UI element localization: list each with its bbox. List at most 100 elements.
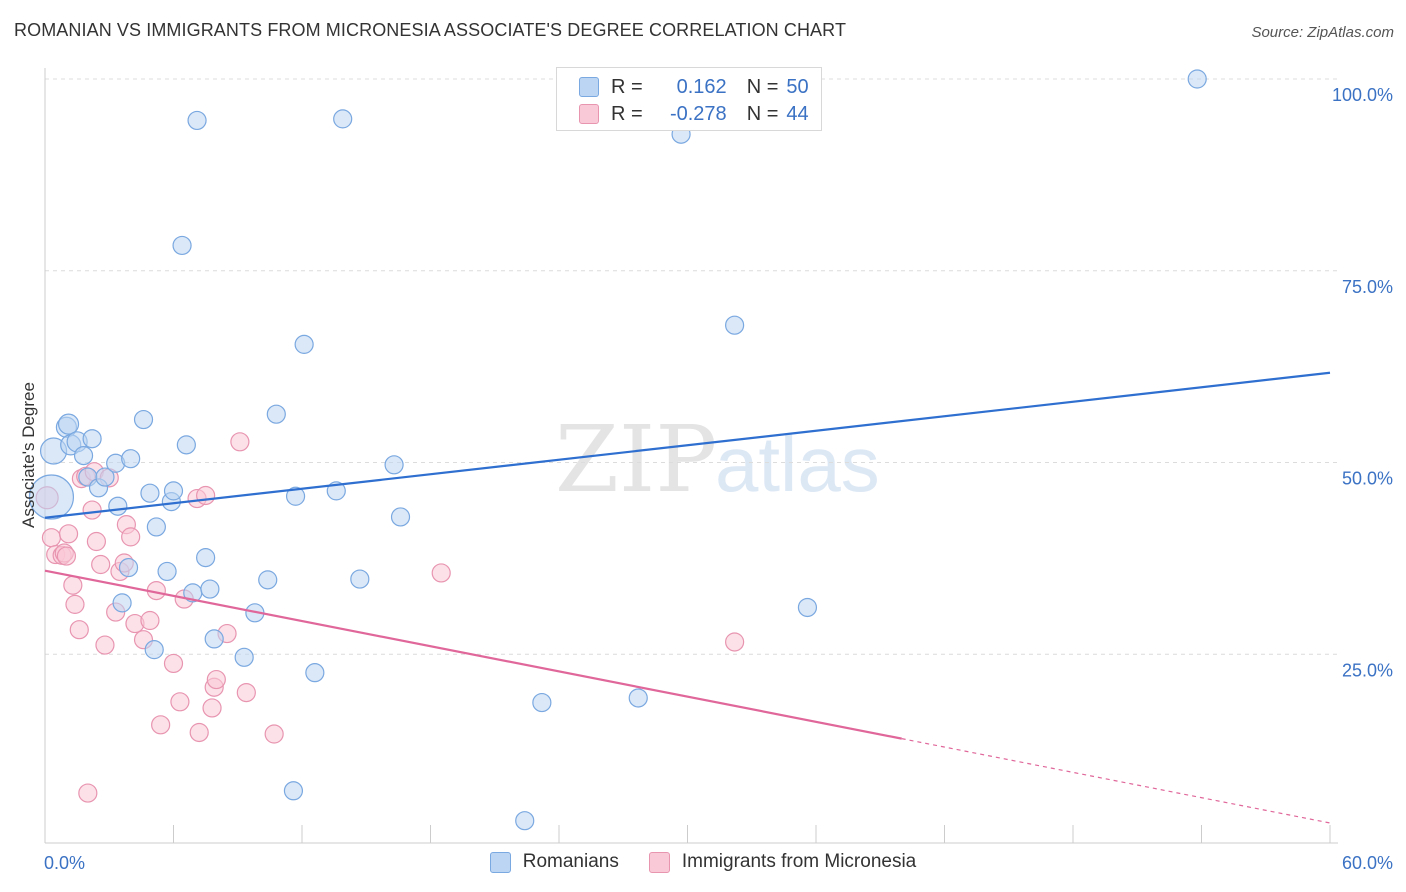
data-point-micronesia [95, 635, 115, 655]
data-point-romanian [384, 455, 404, 475]
data-point-romanian [294, 334, 314, 354]
data-point-romanian [196, 548, 216, 568]
data-point-romanian [172, 235, 192, 256]
data-point-micronesia [69, 620, 89, 640]
legend-swatch-pink [579, 104, 599, 124]
data-point-micronesia [121, 527, 141, 547]
watermark: ZIP atlas [555, 406, 880, 513]
data-point-romanian [266, 404, 286, 424]
data-point-romanian [1187, 69, 1207, 89]
watermark-atlas: atlas [715, 420, 880, 508]
data-point-romanian [112, 593, 132, 613]
data-point-romanian [176, 435, 196, 455]
data-point-romanian [133, 409, 154, 430]
legend-r-label: R = [611, 102, 643, 125]
legend-row-micronesia: R = -0.278 N = 44 [579, 100, 809, 128]
data-point-romanian [628, 688, 648, 708]
data-point-micronesia [63, 575, 83, 595]
data-point-micronesia [151, 715, 171, 735]
series-legend: Romanians Immigrants from Micronesia [0, 851, 1406, 873]
data-point-micronesia [82, 500, 102, 520]
data-point-romanian [118, 557, 139, 578]
data-point-romanian [350, 569, 370, 589]
grid-lines [45, 78, 1338, 655]
data-point-romanian [305, 663, 325, 683]
legend-r-label: R = [611, 75, 643, 98]
data-point-romanian [234, 647, 254, 667]
chart-title: ROMANIAN VS IMMIGRANTS FROM MICRONESIA A… [14, 20, 847, 40]
watermark-zip: ZIP [555, 406, 717, 513]
legend-n-label: N = [746, 102, 779, 125]
data-point-romanian [258, 570, 278, 590]
data-point-romanian [73, 445, 94, 466]
data-point-micronesia [170, 692, 190, 712]
data-point-romanian [28, 474, 75, 520]
series-legend-romanians: Romanians [489, 851, 619, 873]
trend-lines [44, 371, 1331, 824]
correlation-legend: R = 0.162 N = 50 R = -0.278 N = 44 [556, 67, 822, 131]
data-point-romanian [82, 429, 102, 449]
data-point-micronesia [41, 528, 62, 548]
data-point-micronesia [86, 531, 107, 552]
data-point-romanian [390, 507, 411, 527]
data-point-micronesia [65, 594, 85, 614]
series-swatch-blue [489, 851, 511, 873]
legend-swatch-blue [579, 77, 599, 97]
micronesia-points [35, 432, 745, 803]
data-point-micronesia [431, 563, 451, 583]
data-point-micronesia [725, 632, 745, 652]
data-point-micronesia [230, 432, 250, 452]
legend-row-romanians: R = 0.162 N = 50 [579, 73, 809, 101]
data-point-romanian [157, 561, 177, 582]
legend-n-value: 50 [786, 75, 809, 98]
data-point-romanian [140, 483, 160, 503]
x-tick-label-min: 0.0% [44, 853, 85, 873]
data-point-micronesia [189, 722, 209, 743]
y-tick-label: 50.0% [1342, 469, 1393, 489]
legend-n-label: N = [746, 75, 779, 98]
series-legend-label: Romanians [522, 851, 619, 872]
data-point-micronesia [264, 724, 284, 744]
data-point-romanian [532, 692, 552, 713]
data-point-micronesia [78, 783, 98, 803]
data-point-micronesia [236, 682, 256, 703]
data-point-romanian [725, 315, 745, 335]
data-point-romanian [146, 517, 166, 537]
data-point-romanian [57, 413, 80, 435]
data-point-micronesia [56, 546, 77, 566]
data-point-romanian [95, 467, 115, 487]
data-point-romanian [283, 781, 304, 801]
data-point-micronesia [206, 669, 226, 690]
data-point-romanian [333, 109, 353, 129]
data-point-micronesia [91, 554, 111, 575]
data-point-romanian [121, 449, 141, 469]
legend-n-value: 44 [786, 102, 809, 125]
data-point-romanian [144, 640, 164, 660]
trend-line-micronesia-extension [901, 738, 1331, 824]
data-point-micronesia [202, 698, 222, 718]
y-tick-label: 75.0% [1342, 277, 1393, 297]
source-label: Source: ZipAtlas.com [1251, 24, 1394, 41]
data-point-micronesia [163, 653, 184, 674]
series-legend-micronesia: Immigrants from Micronesia [648, 851, 917, 873]
series-swatch-pink [648, 851, 670, 873]
data-point-micronesia [58, 524, 79, 544]
y-tick-label: 100.0% [1332, 85, 1393, 105]
data-point-romanian [108, 496, 128, 516]
data-point-romanian [187, 110, 207, 131]
data-point-romanian [163, 481, 184, 501]
data-point-romanian [797, 597, 818, 618]
series-legend-label: Immigrants from Micronesia [681, 851, 917, 872]
data-point-romanian [515, 811, 535, 831]
legend-r-value: -0.278 [669, 102, 727, 125]
data-point-micronesia [196, 485, 216, 506]
data-point-micronesia [140, 610, 160, 631]
data-point-romanian [204, 629, 224, 649]
y-axis-label: Associate's Degree [19, 382, 38, 528]
y-tick-label: 25.0% [1342, 660, 1393, 680]
trend-line-romanians [44, 371, 1331, 519]
data-point-romanian [285, 486, 306, 506]
legend-r-value: 0.162 [676, 75, 727, 98]
data-point-romanian [200, 579, 220, 599]
x-tick-label-max: 60.0% [1342, 853, 1393, 873]
